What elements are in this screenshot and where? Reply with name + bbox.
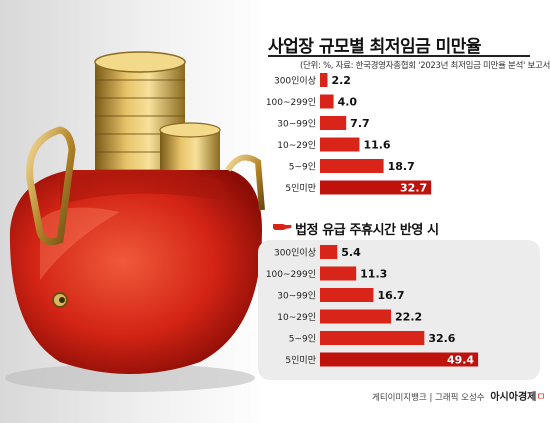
value-label: 2.2 [331, 74, 351, 87]
category-label: 10~29인 [277, 312, 316, 323]
category-label: 100~299인 [266, 97, 316, 108]
bar [320, 266, 357, 281]
bar [320, 159, 384, 173]
sub-heading-text: 법정 유급 주휴시간 반영 시 [295, 223, 439, 238]
value-label: 18.7 [388, 160, 415, 173]
value-label: 16.7 [377, 289, 404, 302]
category-label: 5~9인 [289, 334, 316, 345]
value-label: 32.7 [400, 182, 427, 195]
credit-text: 게티이미지뱅크 | 그래픽 오성수 [372, 393, 485, 403]
category-label: 5인미만 [285, 355, 316, 366]
category-label: 5인미만 [285, 183, 316, 194]
value-label: 4.0 [338, 96, 358, 109]
category-label: 30~99인 [277, 291, 316, 302]
category-label: 30~99인 [277, 119, 316, 130]
value-label: 5.4 [341, 246, 361, 259]
bar [320, 331, 425, 345]
bar [320, 352, 479, 367]
bar [320, 245, 338, 259]
bar [320, 116, 347, 130]
value-label: 11.3 [360, 268, 387, 281]
chart-title: 사업장 규모별 최저임금 미만율 [268, 37, 482, 57]
bar [320, 309, 392, 324]
credit-footer: 게티이미지뱅크 | 그래픽 오성수 아시아경제ㅁ [372, 388, 546, 403]
category-label: 10~29인 [277, 140, 316, 151]
title-divider [268, 55, 530, 57]
category-label: 300인이상 [274, 248, 316, 259]
pointing-hand-icon [273, 224, 292, 230]
value-label: 32.6 [428, 332, 455, 345]
bar [320, 73, 328, 87]
value-label: 11.6 [363, 139, 390, 152]
purse-icon [9, 126, 265, 374]
brand-mark-icon: ㅁ [536, 392, 546, 403]
value-label: 49.4 [447, 354, 474, 367]
bar [320, 288, 374, 302]
category-label: 300인이상 [274, 76, 316, 87]
bar [320, 180, 432, 195]
value-label: 22.2 [395, 311, 422, 324]
bar [320, 94, 334, 109]
chart-note: (단위: %, 자료: 한국경영자총협회 '2023년 최저임금 미만율 분석'… [300, 61, 550, 71]
brand-logo: 아시아경제 [490, 392, 537, 403]
bar-chart-with-paid-holiday: 300인이상 5.4 100~299인 11.3 30~99인 16.7 10~29인 22.… [266, 245, 479, 367]
category-label: 5~9인 [289, 162, 316, 173]
bar [320, 137, 360, 152]
bar-chart-minimum-wage: 300인이상 2.2 100~299인 4.0 30~99인 7.7 10~29인 11.6 5… [266, 73, 432, 195]
category-label: 100~299인 [266, 269, 316, 280]
value-label: 7.7 [350, 117, 370, 130]
